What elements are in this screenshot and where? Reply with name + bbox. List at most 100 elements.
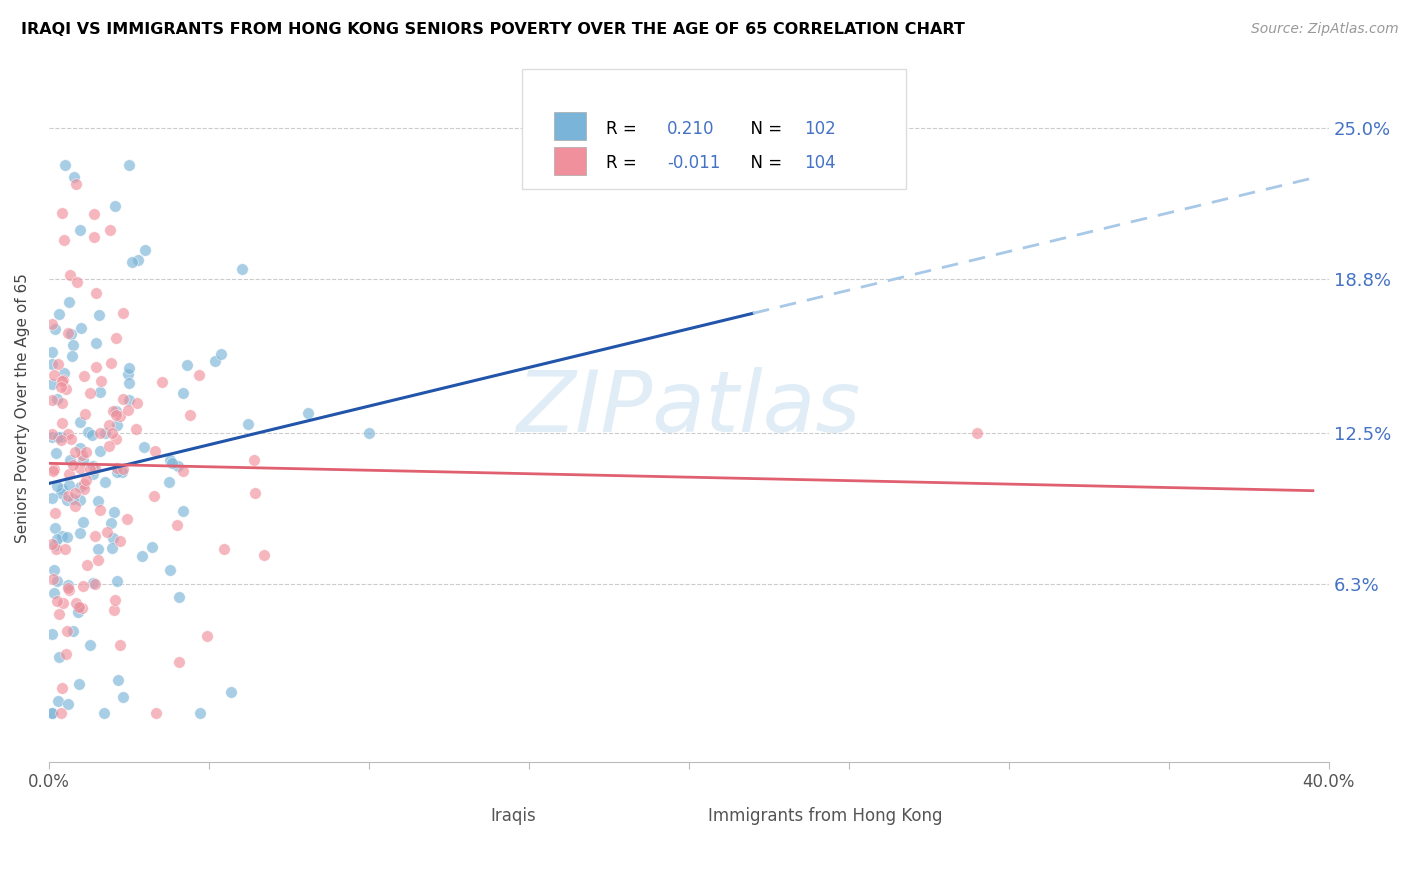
Point [98, 223, 121, 237]
Point [83, 230, 105, 244]
Point [94, 475, 117, 489]
Point [49, 430, 72, 444]
Point [252, 548, 274, 562]
Point [166, 518, 188, 533]
Point [96, 525, 118, 540]
Point [41, 357, 63, 371]
Point [52, 373, 75, 387]
Point [44, 368, 66, 382]
FancyBboxPatch shape [523, 70, 907, 189]
Point [41, 537, 63, 551]
Point [44, 322, 66, 336]
Point [60, 432, 83, 446]
Point [65, 596, 87, 610]
Point [118, 360, 141, 375]
Point [143, 489, 166, 503]
Point [66, 605, 89, 619]
Point [118, 158, 141, 172]
Point [188, 706, 211, 720]
Point [108, 533, 131, 548]
Point [62, 624, 84, 638]
Point [55, 647, 77, 661]
Point [90, 374, 112, 388]
Point [75, 473, 97, 487]
Point [159, 453, 181, 467]
Point [159, 563, 181, 577]
Point [45, 446, 67, 460]
Point [162, 456, 184, 470]
Point [112, 392, 135, 406]
Point [42, 461, 65, 475]
Point [243, 453, 266, 467]
Point [44, 507, 66, 521]
Point [169, 655, 191, 669]
Point [105, 331, 128, 345]
Point [103, 506, 125, 520]
Point [69, 441, 91, 455]
Point [100, 516, 122, 530]
Point [69, 493, 91, 508]
Point [51, 206, 73, 220]
Text: N =: N = [740, 153, 787, 171]
Point [42, 464, 65, 478]
Point [84, 529, 107, 543]
Point [73, 482, 96, 496]
Point [45, 541, 67, 556]
FancyBboxPatch shape [554, 147, 586, 175]
Point [127, 252, 149, 267]
Point [89, 426, 111, 441]
Text: -0.011: -0.011 [666, 153, 720, 171]
Point [48, 307, 70, 321]
Point [143, 444, 166, 458]
Point [45, 479, 67, 493]
Point [72, 515, 94, 529]
Point [63, 486, 86, 500]
Point [59, 453, 82, 467]
Point [60, 349, 83, 363]
Point [56, 530, 79, 544]
Point [105, 574, 128, 588]
Point [176, 358, 198, 372]
Text: R =: R = [606, 153, 641, 171]
Point [51, 396, 73, 410]
Point [46, 574, 69, 589]
Point [46, 533, 69, 547]
Point [93, 706, 115, 720]
Point [204, 354, 226, 368]
Point [41, 706, 63, 720]
Point [58, 478, 80, 492]
Point [357, 425, 380, 440]
Point [98, 417, 121, 432]
Point [56, 326, 79, 340]
Point [157, 475, 180, 489]
Point [87, 552, 110, 566]
Text: 104: 104 [804, 153, 835, 171]
Point [70, 600, 93, 615]
Point [100, 356, 122, 370]
Point [58, 295, 80, 310]
Point [41, 317, 63, 331]
Point [79, 385, 101, 400]
Text: Iraqis: Iraqis [491, 807, 536, 825]
Point [73, 368, 96, 383]
Point [69, 223, 91, 237]
Point [117, 511, 139, 525]
Point [104, 593, 127, 607]
Point [93, 426, 115, 441]
Point [65, 177, 87, 191]
Point [55, 492, 77, 507]
Point [58, 578, 80, 592]
Point [83, 207, 105, 221]
Text: IRAQI VS IMMIGRANTS FROM HONG KONG SENIORS POVERTY OVER THE AGE OF 65 CORRELATIO: IRAQI VS IMMIGRANTS FROM HONG KONG SENIO… [21, 22, 965, 37]
Point [105, 433, 128, 447]
Point [58, 467, 80, 482]
Point [55, 382, 77, 396]
Point [51, 529, 73, 543]
Point [297, 406, 319, 420]
Point [141, 541, 163, 555]
Point [82, 575, 104, 590]
Point [51, 482, 73, 496]
Point [66, 275, 89, 289]
Point [62, 491, 84, 506]
Point [41, 345, 63, 359]
